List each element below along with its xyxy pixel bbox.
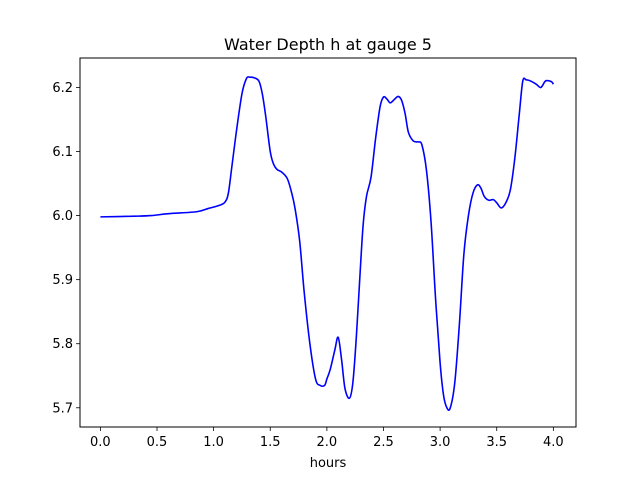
x-tick-label: 2.5 xyxy=(373,435,394,450)
y-tick-label: 5.8 xyxy=(52,337,73,352)
y-tick-label: 5.9 xyxy=(52,273,73,288)
series-line-0 xyxy=(100,76,555,412)
x-tick-label: 0.0 xyxy=(90,435,111,450)
x-tick-label: 4.0 xyxy=(543,435,564,450)
x-tick-label: 1.5 xyxy=(260,435,281,450)
x-axis-label: hours xyxy=(310,456,347,471)
y-tick-label: 6.2 xyxy=(52,81,73,96)
chart-title: Water Depth h at gauge 5 xyxy=(224,35,432,54)
y-tick-label: 5.7 xyxy=(52,401,73,416)
x-tick-label: 3.0 xyxy=(430,435,451,450)
x-tick-label: 0.5 xyxy=(147,435,168,450)
x-tick-label: 3.5 xyxy=(486,435,507,450)
axes-frame xyxy=(79,57,577,428)
x-tick-label: 1.0 xyxy=(203,435,224,450)
y-tick-label: 6.1 xyxy=(52,145,73,160)
y-tick-label: 6.0 xyxy=(52,209,73,224)
x-axis-ticks: 0.0 0.5 1.0 1.5 2.0 2.5 3.0 3.5 4.0 xyxy=(90,427,564,450)
x-tick-label: 2.0 xyxy=(317,435,338,450)
y-axis-ticks: 5.7 5.8 5.9 6.0 6.1 6.2 xyxy=(52,81,80,416)
plot-area xyxy=(100,76,555,412)
